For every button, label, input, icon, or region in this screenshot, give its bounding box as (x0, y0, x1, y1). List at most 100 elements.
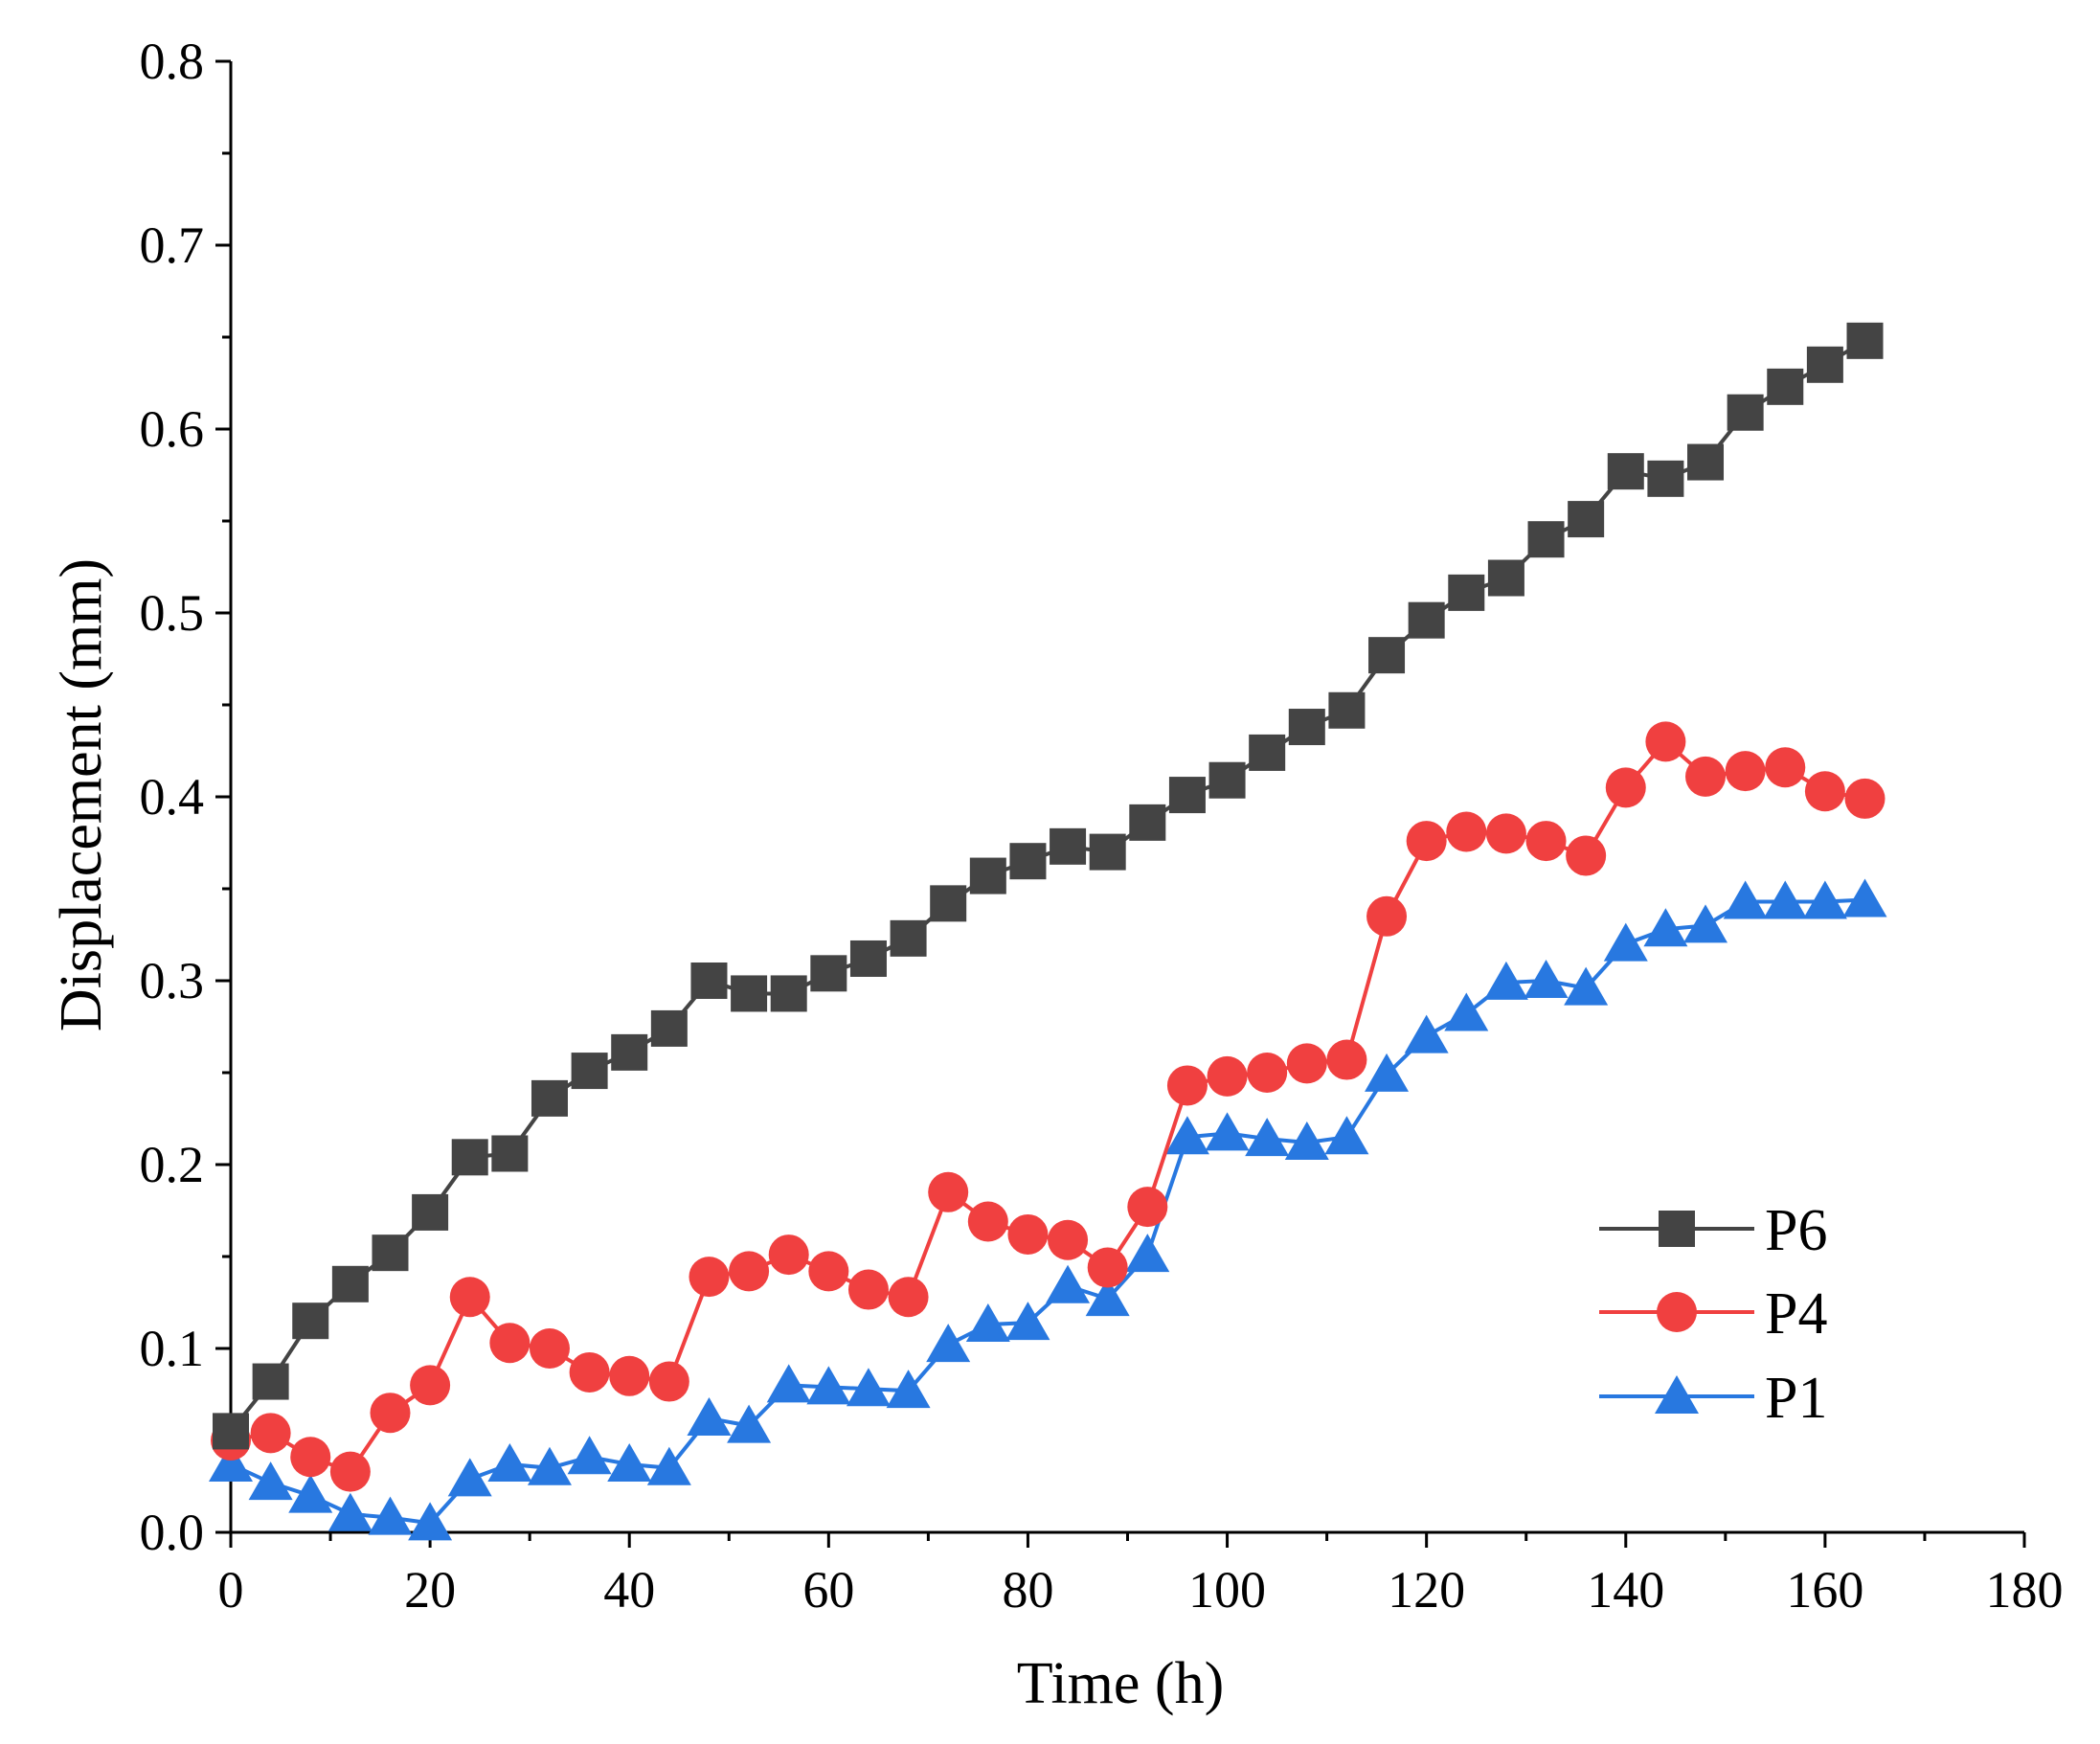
data-point-p4 (609, 1355, 650, 1396)
data-point-p6 (571, 1053, 608, 1090)
data-point-p6 (849, 940, 887, 977)
data-point-p1 (1005, 1302, 1050, 1341)
series-p4 (211, 721, 1885, 1492)
data-point-p4 (1406, 821, 1447, 862)
data-point-p6 (213, 1413, 249, 1450)
data-point-p1 (408, 1502, 453, 1541)
legend-label-p4: P4 (1765, 1281, 1827, 1347)
data-point-p1 (288, 1474, 333, 1513)
y-tick-label: 0.3 (140, 952, 205, 1009)
data-point-p6 (1408, 601, 1445, 639)
x-tick-label: 40 (603, 1561, 655, 1619)
data-point-p6 (1727, 394, 1764, 431)
data-point-p1 (1365, 1053, 1410, 1092)
data-point-p4 (1804, 771, 1845, 812)
data-point-p1 (1404, 1014, 1449, 1053)
legend-label-p1: P1 (1765, 1366, 1827, 1431)
data-point-p1 (886, 1370, 931, 1409)
legend: P6 P4 P1 (1599, 1198, 1827, 1431)
data-point-p1 (248, 1461, 293, 1501)
data-point-p6 (1089, 833, 1126, 871)
data-point-p1 (209, 1442, 253, 1482)
series-p1 (209, 878, 1887, 1541)
x-tick-label: 80 (1002, 1561, 1053, 1619)
data-point-p1 (1046, 1264, 1091, 1303)
data-point-p6 (1368, 637, 1406, 674)
data-point-p6 (1288, 709, 1325, 746)
data-point-p4 (1286, 1043, 1327, 1084)
data-point-p1 (1284, 1121, 1329, 1160)
data-point-p1 (806, 1366, 851, 1405)
data-point-p4 (1725, 751, 1766, 792)
data-point-p4 (1326, 1039, 1367, 1080)
legend-marker-p1 (1655, 1375, 1699, 1414)
data-point-p4 (1844, 778, 1885, 819)
data-point-p4 (1166, 1065, 1208, 1106)
series-line-p1 (230, 897, 1865, 1526)
data-point-p6 (690, 963, 728, 999)
data-point-p4 (1127, 1187, 1168, 1228)
data-point-p4 (648, 1361, 689, 1402)
y-tick-label: 0.0 (140, 1504, 205, 1561)
data-point-p4 (489, 1323, 531, 1364)
data-point-p1 (327, 1492, 373, 1531)
data-point-p6 (1487, 559, 1524, 597)
data-point-p1 (926, 1324, 971, 1363)
series-line-p4 (230, 738, 1865, 1475)
data-point-p4 (1765, 747, 1806, 788)
data-point-p1 (1643, 908, 1688, 947)
data-point-p6 (650, 1009, 688, 1047)
x-tick-label: 20 (404, 1561, 456, 1619)
data-point-p1 (1802, 880, 1847, 919)
data-point-p1 (1324, 1116, 1369, 1155)
data-point-p4 (569, 1351, 610, 1393)
y-tick-label: 0.6 (140, 400, 205, 458)
data-point-p6 (770, 975, 807, 1012)
legend-item-p4: P4 (1599, 1281, 1827, 1347)
series-p6 (213, 322, 1884, 1450)
axes: 0 20 40 60 80 100 120 140 160 180 0.0 0.1 0.2 0.3 0.4 0… (140, 33, 2064, 1619)
data-point-p4 (290, 1437, 331, 1478)
data-point-p4 (1087, 1247, 1128, 1288)
legend-marker-p6 (1659, 1211, 1695, 1247)
data-point-p6 (810, 955, 847, 992)
data-point-p6 (731, 975, 768, 1012)
data-point-p6 (1129, 804, 1166, 841)
data-point-p6 (1806, 346, 1843, 383)
data-point-p6 (1568, 501, 1605, 538)
data-point-p4 (689, 1257, 730, 1298)
series-line-p6 (229, 339, 1866, 1433)
x-tick-label: 120 (1388, 1561, 1465, 1619)
data-point-p4 (847, 1269, 889, 1310)
data-point-p6 (1448, 574, 1485, 611)
data-point-p6 (1767, 368, 1804, 405)
data-point-p6 (412, 1193, 449, 1231)
data-point-p4 (967, 1201, 1008, 1242)
data-point-p1 (1483, 961, 1528, 1000)
data-point-p4 (1525, 821, 1567, 862)
x-tick-label: 60 (802, 1561, 854, 1619)
y-axis-title: Displacement (mm) (49, 558, 114, 1031)
data-point-p1 (1444, 992, 1489, 1031)
data-point-p6 (611, 1033, 648, 1071)
data-point-p6 (372, 1234, 409, 1272)
data-point-p4 (1566, 835, 1607, 876)
data-point-p4 (1446, 811, 1487, 852)
data-point-p1 (1683, 904, 1728, 943)
x-tick-label: 140 (1587, 1561, 1664, 1619)
data-point-p1 (567, 1436, 612, 1475)
data-point-p1 (1205, 1112, 1250, 1151)
data-point-p6 (1168, 777, 1206, 814)
data-point-p1 (1763, 880, 1808, 919)
data-point-p1 (766, 1364, 811, 1403)
data-point-p4 (1605, 767, 1646, 808)
legend-item-p6: P6 (1599, 1198, 1827, 1263)
data-point-p6 (451, 1139, 488, 1176)
data-point-p1 (1842, 878, 1887, 917)
data-point-p4 (1207, 1055, 1248, 1097)
data-point-p6 (292, 1302, 329, 1340)
data-point-p1 (1603, 922, 1648, 962)
data-point-p6 (252, 1363, 289, 1400)
data-point-p4 (1366, 895, 1408, 937)
data-point-p6 (1846, 322, 1884, 359)
